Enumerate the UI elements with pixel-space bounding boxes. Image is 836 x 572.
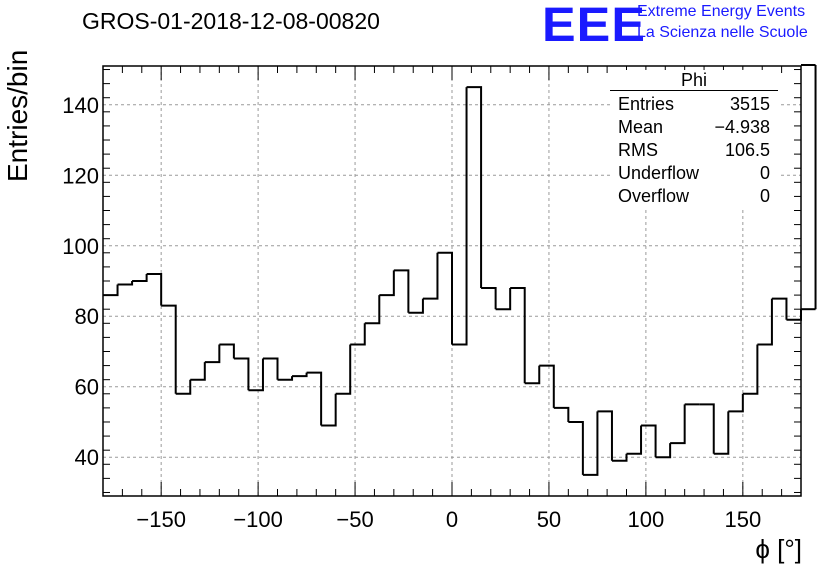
histogram-bin xyxy=(699,403,715,454)
x-tick-label: −100 xyxy=(233,507,283,532)
histogram-bin xyxy=(204,344,221,364)
histogram-bin xyxy=(103,284,119,297)
x-axis-label: ϕ [°] xyxy=(755,534,802,564)
histogram-bin xyxy=(597,410,613,461)
histogram-bin xyxy=(582,411,599,476)
histogram-bin xyxy=(379,270,395,297)
histogram-bin xyxy=(233,357,250,391)
histogram-bin xyxy=(539,364,555,408)
x-tick-label: 0 xyxy=(446,507,458,532)
histogram-bin xyxy=(146,272,163,306)
histogram-bin xyxy=(728,393,744,413)
histogram-bin xyxy=(495,288,512,311)
stats-value: 3515 xyxy=(729,94,770,114)
eee-logo: EEE xyxy=(542,0,646,52)
histogram-bin xyxy=(670,404,686,445)
histogram-bin xyxy=(437,251,453,345)
y-tick-label: 120 xyxy=(62,163,99,188)
y-tick-label: 100 xyxy=(62,234,99,259)
stats-row-underflow: Underflow 0 xyxy=(610,162,778,185)
histogram-bin xyxy=(335,344,352,395)
histogram-bin xyxy=(553,406,570,422)
x-tick-label: −150 xyxy=(136,507,186,532)
histogram-bin xyxy=(117,281,134,286)
y-tick-label: 40 xyxy=(75,445,99,470)
logo-line-2: La Scienza nelle Scuole xyxy=(637,24,808,41)
stats-label: Mean xyxy=(618,117,664,137)
histogram-bin xyxy=(364,295,381,325)
stats-label: Underflow xyxy=(618,163,700,183)
y-axis-label: Entries/bin xyxy=(2,49,33,182)
histogram-bin xyxy=(262,357,279,380)
stats-row-entries: Entries 3515 xyxy=(610,93,778,116)
histogram-bin xyxy=(466,86,483,289)
histogram-bin xyxy=(771,297,788,320)
histogram-bin xyxy=(786,309,802,321)
stats-box: Phi Entries 3515 Mean −4.938 RMS 106.5 U… xyxy=(610,70,778,208)
histogram-bin xyxy=(481,287,497,310)
histogram-bin xyxy=(742,344,759,395)
stats-row-rms: RMS 106.5 xyxy=(610,139,778,162)
x-tick-label: 150 xyxy=(724,507,761,532)
chart-title: GROS-01-2018-12-08-00820 xyxy=(82,8,380,34)
histogram-bin xyxy=(452,87,468,346)
stats-value: −4.938 xyxy=(714,117,770,137)
histogram-bin xyxy=(248,358,264,392)
stats-label: Entries xyxy=(618,94,675,114)
histogram-bin xyxy=(277,376,294,381)
histogram-bin xyxy=(190,362,206,381)
histogram-bin xyxy=(626,425,643,455)
histogram-bin xyxy=(393,269,410,313)
y-tick-label: 60 xyxy=(75,375,99,400)
histogram-bin xyxy=(568,420,584,475)
histogram-bin xyxy=(611,453,628,462)
histogram-bin xyxy=(292,372,308,378)
histogram-bin xyxy=(132,273,148,282)
logo-line-1: Extreme Energy Events xyxy=(637,3,806,20)
y-tick-label: 80 xyxy=(75,304,99,329)
x-tick-label: 100 xyxy=(628,507,665,532)
histogram-bin xyxy=(655,443,672,459)
stats-row-overflow: Overflow 0 xyxy=(610,185,778,208)
histogram-bin xyxy=(350,323,366,346)
stats-label: RMS xyxy=(618,140,658,160)
histogram-bin xyxy=(161,304,177,394)
histogram-bin xyxy=(219,343,235,359)
histogram-bin xyxy=(510,287,526,384)
histogram-bin xyxy=(757,298,773,346)
histogram-bin xyxy=(713,411,730,455)
x-tick-label: −50 xyxy=(336,507,373,532)
x-tick-label: 50 xyxy=(537,507,561,532)
stats-row-mean: Mean −4.938 xyxy=(610,116,778,139)
histogram-bin xyxy=(524,365,541,385)
stats-value: 0 xyxy=(759,163,770,183)
histogram-bin xyxy=(306,371,323,426)
stats-value: 106.5 xyxy=(724,140,770,160)
histogram-bin xyxy=(408,298,424,314)
histogram-bin xyxy=(321,393,337,427)
stats-label: Overflow xyxy=(618,186,690,206)
y-tick-label: 140 xyxy=(62,93,99,118)
histogram-bin xyxy=(422,252,439,300)
stats-value: 0 xyxy=(759,186,770,206)
histogram-bin xyxy=(641,424,657,458)
stats-title: Phi xyxy=(610,70,778,91)
histogram-bin xyxy=(175,379,192,395)
